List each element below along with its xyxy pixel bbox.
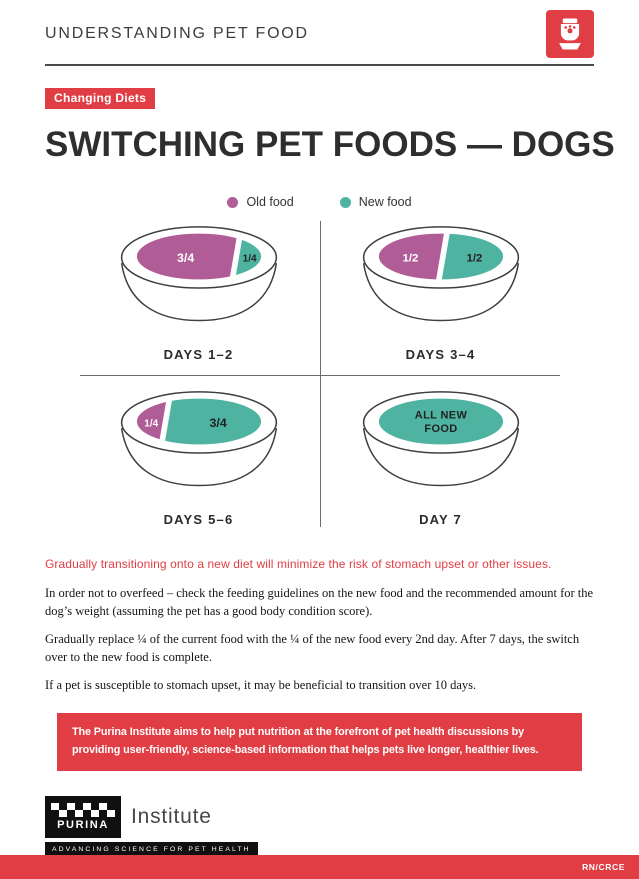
document-code: RN/CRCE (582, 862, 625, 872)
bowl-illustration-days-5-6: 1/4 3/4 (120, 391, 277, 487)
bowl-caption: DAY 7 (419, 512, 462, 527)
new-portion-label: 1/2 (466, 252, 482, 264)
bowl-days-3-4: 1/2 1/2 DAYS 3–4 (320, 223, 562, 362)
pet-food-dispenser-icon (546, 10, 594, 58)
legend-item-new-food: New food (339, 195, 412, 209)
institute-wordmark: Institute (131, 805, 212, 828)
bowl-caption: DAYS 3–4 (405, 347, 476, 362)
info-banner: The Purina Institute aims to help put nu… (57, 713, 582, 771)
body-paragraph: If a pet is susceptible to stomach upset… (45, 678, 477, 692)
legend-item-old-food: Old food (227, 195, 294, 209)
new-portion-label: 3/4 (209, 416, 226, 430)
purina-wordmark: PURINA (57, 819, 109, 831)
banner-text: The Purina Institute aims to help put nu… (72, 726, 539, 756)
new-portion-label: 1/4 (242, 253, 256, 264)
bowl-days-5-6: 1/4 3/4 DAYS 5–6 (78, 388, 320, 527)
body-paragraph: In order not to overfeed – check the fee… (45, 586, 594, 618)
grid-vertical-divider (319, 221, 321, 527)
body-paragraph: Gradually replace ¼ of the current food … (45, 632, 580, 664)
bowl-days-1-2: 3/4 1/4 DAYS 1–2 (78, 223, 320, 362)
bowl-illustration-days-1-2: 3/4 1/4 (120, 226, 277, 322)
changing-diets-badge: Changing Diets (45, 88, 156, 109)
old-portion-label: 1/4 (144, 418, 158, 429)
bottom-bar: RN/CRCE (0, 855, 639, 879)
purina-logo: PURINA (45, 796, 121, 838)
old-food-dot-icon (227, 196, 239, 208)
header-title: UNDERSTANDING PET FOOD (45, 25, 309, 42)
footer-brand: PURINA Institute Advancing Science for P… (45, 796, 258, 857)
bowl-caption: DAYS 5–6 (163, 512, 234, 527)
old-food-portion (378, 233, 446, 280)
bowl-illustration-days-3-4: 1/2 1/2 (362, 226, 519, 322)
old-portion-label: 1/2 (402, 252, 418, 264)
pet-food-dispenser-glyph (559, 18, 581, 50)
legend-label-old: Old food (246, 195, 294, 209)
bowl-illustration-day-7: ALL NEW FOOD (362, 391, 519, 487)
new-food-portion (439, 233, 503, 280)
new-food-dot-icon (339, 196, 351, 208)
purina-checkerboard-icon (51, 803, 115, 817)
tagline-bar: Advancing Science for Pet Health (45, 842, 258, 857)
header: UNDERSTANDING PET FOOD (45, 10, 594, 66)
grid-horizontal-divider (79, 375, 560, 376)
brand-row: PURINA Institute (45, 796, 258, 838)
bowl-caption: DAYS 1–2 (163, 347, 234, 362)
body-copy: In order not to overfeed – check the fee… (45, 585, 594, 695)
bowl-day-7: ALL NEW FOOD DAY 7 (320, 388, 562, 527)
new-food-portion (378, 398, 503, 445)
highlight-text: Gradually transitioning onto a new diet … (45, 557, 552, 571)
bowls-grid: 3/4 1/4 DAYS 1–2 1/2 1/2 DAYS 3–4 (78, 221, 562, 527)
old-portion-label: 3/4 (176, 251, 193, 265)
all-new-food-label-line2: FOOD (424, 423, 457, 435)
all-new-food-label-line1: ALL NEW (414, 410, 467, 422)
legend: Old food New food (0, 195, 639, 209)
legend-label-new: New food (358, 195, 412, 209)
page-title: SWITCHING PET FOODS — DOGS (45, 125, 615, 164)
